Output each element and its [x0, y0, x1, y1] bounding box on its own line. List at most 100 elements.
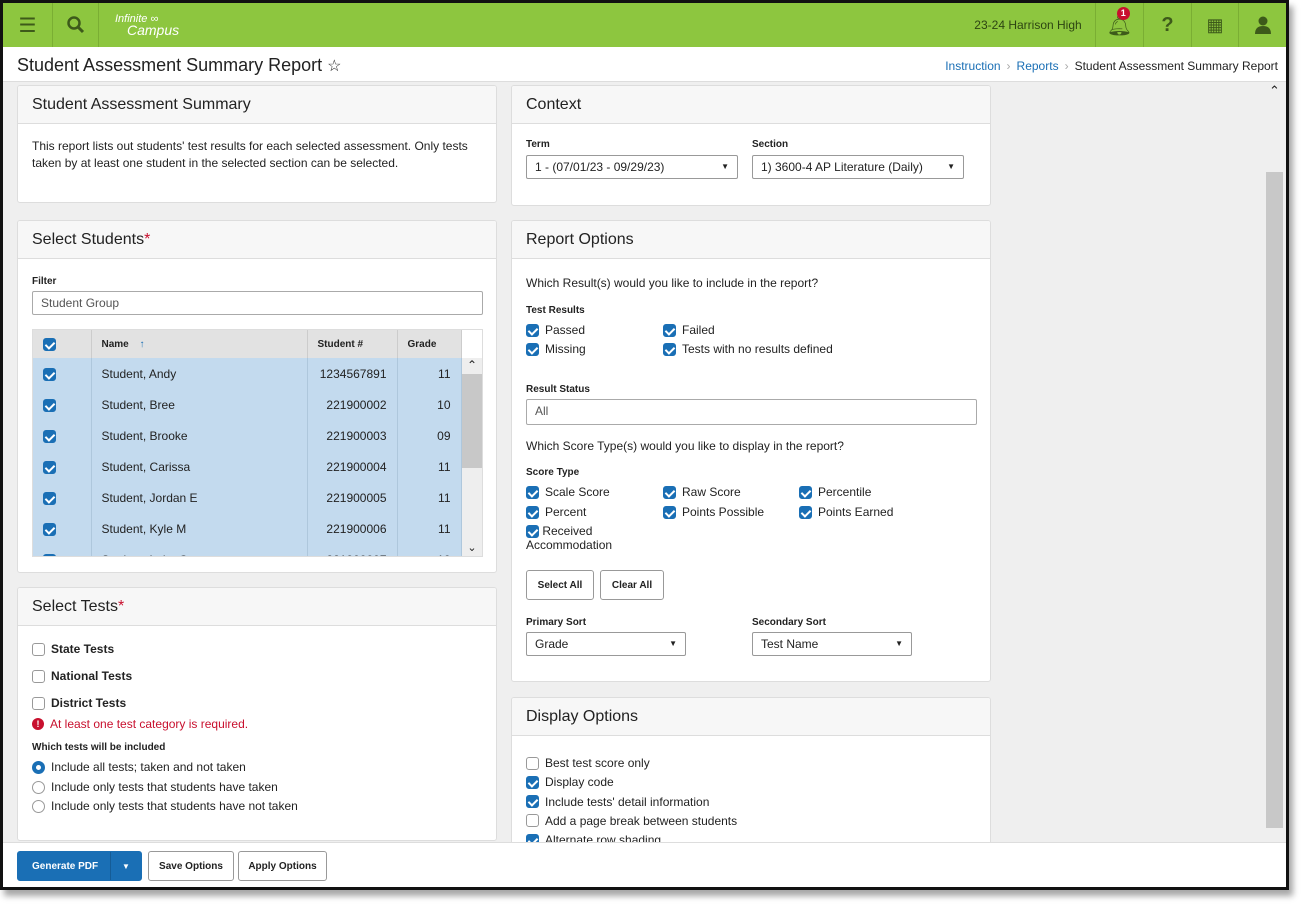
- district-tests-checkbox[interactable]: District Tests: [32, 696, 126, 710]
- required-marker: *: [144, 231, 151, 248]
- grid-scrollbar[interactable]: ⌃ ⌄: [462, 358, 482, 556]
- sort-asc-icon: ↑: [139, 338, 145, 350]
- table-row[interactable]: Student, Bree 221900002 10: [33, 389, 482, 420]
- radio-all-tests[interactable]: Include all tests; taken and not taken: [32, 760, 246, 774]
- which-tests-label: Which tests will be included: [32, 742, 166, 753]
- menu-icon[interactable]: ☰: [3, 3, 53, 47]
- table-row[interactable]: Student, Carissa 221900004 11: [33, 451, 482, 482]
- display-options-panel: Display Options Best test score only Disp…: [511, 697, 991, 857]
- star-icon[interactable]: ☆: [327, 58, 342, 75]
- term-select[interactable]: 1 - (07/01/23 - 09/29/23): [526, 155, 738, 179]
- select-all-checkbox[interactable]: [43, 337, 56, 351]
- radio-taken-tests[interactable]: Include only tests that students have ta…: [32, 780, 278, 794]
- section-select[interactable]: 1) 3600-4 AP Literature (Daily): [752, 155, 964, 179]
- state-tests-checkbox[interactable]: State Tests: [32, 642, 114, 656]
- points-earned-checkbox[interactable]: Points Earned: [799, 505, 893, 519]
- missing-checkbox[interactable]: Missing: [526, 342, 586, 356]
- secondary-sort-select[interactable]: Test Name: [752, 632, 912, 656]
- percentile-checkbox[interactable]: Percentile: [799, 485, 871, 499]
- breadcrumb-instruction[interactable]: Instruction: [945, 59, 1001, 73]
- passed-checkbox[interactable]: Passed: [526, 323, 585, 337]
- row-checkbox[interactable]: [43, 522, 56, 536]
- points-possible-checkbox[interactable]: Points Possible: [663, 505, 764, 519]
- display-option-checkbox[interactable]: Add a page break between students: [526, 814, 737, 828]
- student-number: 221900005: [307, 482, 398, 513]
- filter-label: Filter: [32, 276, 57, 287]
- help-icon[interactable]: ?: [1143, 3, 1191, 47]
- filter-input[interactable]: Student Group: [32, 291, 483, 315]
- generate-pdf-button[interactable]: Generate PDF ▼: [17, 851, 142, 881]
- scroll-thumb: [462, 374, 482, 468]
- table-row[interactable]: Student, Jordan E 221900005 11: [33, 482, 482, 513]
- apply-options-button[interactable]: Apply Options: [238, 851, 327, 881]
- received-accommodation-checkbox[interactable]: Received Accommodation: [526, 524, 613, 553]
- radio-not-taken-tests[interactable]: Include only tests that students have no…: [32, 799, 298, 813]
- save-options-button[interactable]: Save Options: [148, 851, 234, 881]
- failed-checkbox[interactable]: Failed: [663, 323, 715, 337]
- primary-sort-select[interactable]: Grade: [526, 632, 686, 656]
- student-grade: 09: [397, 420, 462, 451]
- test-results-label: Test Results: [526, 305, 585, 316]
- table-row[interactable]: Student, Brooke 221900003 09: [33, 420, 482, 451]
- row-checkbox[interactable]: [43, 460, 56, 474]
- student-grade: 11: [397, 482, 462, 513]
- student-name: Student, Carissa: [91, 451, 308, 482]
- no-results-checkbox[interactable]: Tests with no results defined: [663, 342, 833, 356]
- primary-sort-label: Primary Sort: [526, 617, 587, 628]
- footer-bar: Generate PDF ▼ Save Options Apply Options: [3, 842, 1286, 887]
- required-marker: *: [117, 598, 125, 615]
- notification-badge: 1: [1116, 6, 1130, 20]
- row-checkbox[interactable]: [43, 491, 56, 505]
- student-grade: 10: [397, 389, 462, 420]
- panel-title: Display Options: [512, 698, 990, 736]
- score-type-label: Score Type: [526, 467, 580, 478]
- top-bar: ☰ Infinite ∞ Campus 23-24 Harrison High 🔔…: [3, 3, 1286, 47]
- score-question: Which Score Type(s) would you like to di…: [526, 439, 844, 453]
- table-row[interactable]: Student, Andy 1234567891 11: [33, 358, 482, 389]
- page-title: Student Assessment Summary Report: [17, 55, 323, 75]
- student-number: 221900004: [307, 451, 398, 482]
- dropdown-arrow-icon[interactable]: ▼: [110, 852, 141, 880]
- col-student-number[interactable]: Student #: [307, 330, 398, 358]
- panel-title: Report Options: [512, 221, 990, 259]
- table-row[interactable]: Student, Kyle M 221900006 11: [33, 513, 482, 544]
- display-option-checkbox[interactable]: Include tests' detail information: [526, 795, 709, 809]
- secondary-sort-label: Secondary Sort: [752, 617, 826, 628]
- apps-grid-icon[interactable]: ▦: [1191, 3, 1238, 47]
- raw-score-checkbox[interactable]: Raw Score: [663, 485, 741, 499]
- context-panel: Context Term 1 - (07/01/23 - 09/29/23) S…: [511, 85, 991, 206]
- display-option-checkbox[interactable]: Best test score only: [526, 756, 650, 770]
- national-tests-checkbox[interactable]: National Tests: [32, 669, 132, 683]
- clear-all-button[interactable]: Clear All: [600, 570, 664, 600]
- user-icon[interactable]: [1238, 3, 1286, 47]
- summary-panel: Student Assessment Summary This report l…: [17, 85, 497, 203]
- result-status-input[interactable]: All: [526, 399, 977, 425]
- student-grade: 11: [397, 513, 462, 544]
- student-number: 221900003: [307, 420, 398, 451]
- row-checkbox[interactable]: [43, 553, 56, 556]
- result-status-label: Result Status: [526, 384, 590, 395]
- page-scrollbar[interactable]: ⌃: [1266, 83, 1283, 843]
- bell-icon[interactable]: 🔔︎ 1: [1095, 3, 1143, 47]
- student-name: Student, Bree: [91, 389, 308, 420]
- col-name[interactable]: Name ↑: [91, 330, 308, 358]
- title-bar: Student Assessment Summary Report ☆ Inst…: [3, 47, 1286, 82]
- students-grid: Name ↑ Student # Grade Student, Andy 1234…: [32, 329, 483, 557]
- row-checkbox[interactable]: [43, 367, 56, 381]
- search-icon[interactable]: [53, 3, 99, 47]
- student-grade: 11: [397, 358, 462, 389]
- display-option-checkbox[interactable]: Display code: [526, 775, 614, 789]
- percent-checkbox[interactable]: Percent: [526, 505, 586, 519]
- scroll-thumb: [1266, 172, 1283, 828]
- row-checkbox[interactable]: [43, 398, 56, 412]
- scale-score-checkbox[interactable]: Scale Score: [526, 485, 610, 499]
- panel-title: Select Tests: [32, 598, 118, 615]
- student-number: 221900006: [307, 513, 398, 544]
- breadcrumb-reports[interactable]: Reports: [1016, 59, 1059, 73]
- panel-title: Context: [512, 86, 990, 124]
- col-grade[interactable]: Grade: [397, 330, 462, 358]
- select-students-panel: Select Students* Filter Student Group Na…: [17, 220, 497, 573]
- select-all-button[interactable]: Select All: [526, 570, 594, 600]
- table-row[interactable]: Student, Luke C22190000710: [33, 544, 482, 556]
- row-checkbox[interactable]: [43, 429, 56, 443]
